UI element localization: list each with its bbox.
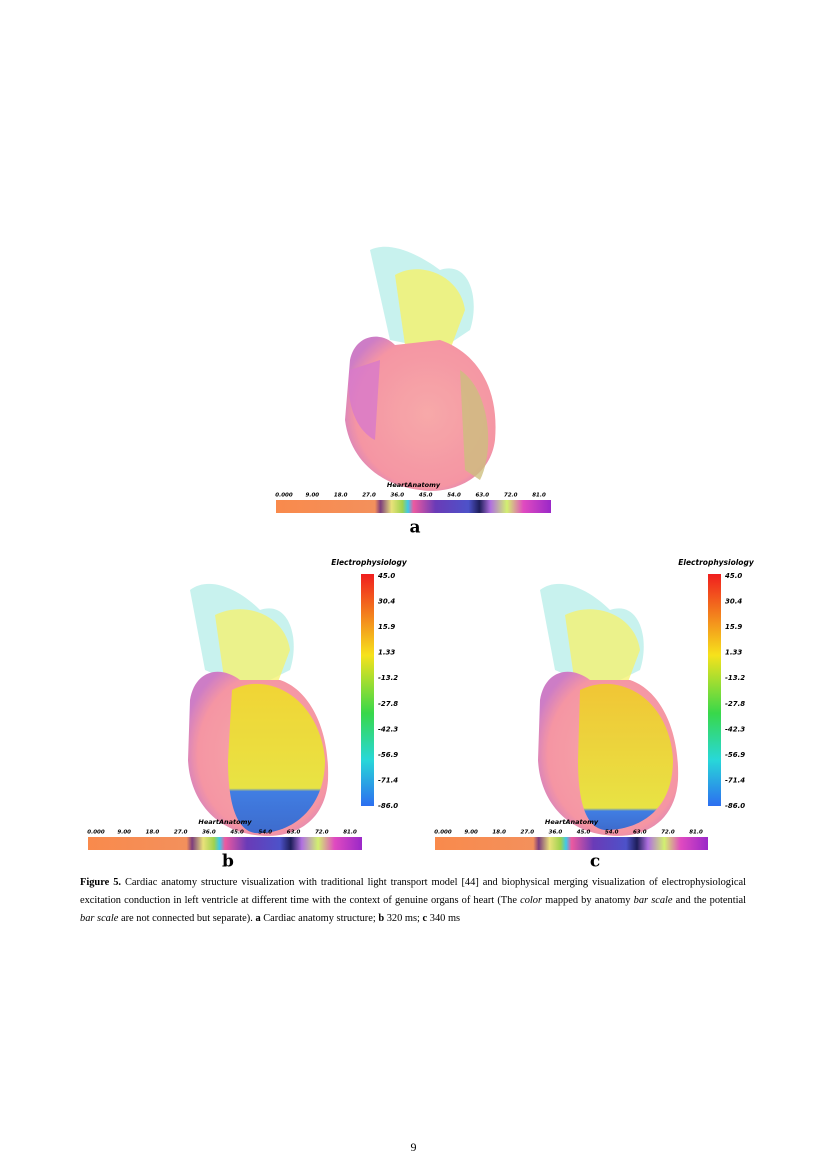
colorbar-tick-label: 63.0 (633, 830, 647, 836)
colorbar-tick-label: -13.2 (725, 674, 745, 682)
colorbar-tick-label: 0.000 (87, 830, 105, 836)
panel-label: c (590, 852, 600, 871)
colorbar-tick-label: 9.00 (464, 830, 478, 836)
colorbar (361, 574, 374, 806)
colorbar (708, 574, 721, 806)
colorbar-tick-label: -86.0 (725, 802, 745, 810)
heart-render (188, 583, 329, 836)
colorbar-tick-label: 81.0 (532, 493, 546, 499)
colorbar (276, 500, 551, 513)
colorbar-tick-label: 9.00 (117, 830, 131, 836)
figure: HeartAnatomy 0.000 9.00 18.0 27.0 36.0 45.0 54.… (87, 246, 755, 871)
colorbar-tick-label: 30.4 (725, 598, 742, 606)
colorbar-tick-label: 1.33 (725, 649, 742, 657)
colorbar-tick-label: -56.9 (725, 751, 745, 759)
colorbar-tick-label: -86.0 (378, 802, 398, 810)
colorbar-tick-label: 63.0 (287, 830, 301, 836)
colorbar-tick-label: 72.0 (315, 830, 329, 836)
colorbar-tick-label: 0.000 (275, 493, 293, 499)
caption-text: 320 ms; (384, 913, 423, 924)
colorbar-tick-label: 54.0 (605, 830, 619, 836)
panel-label: a (409, 518, 420, 538)
panel-label: b (222, 852, 234, 871)
caption-text: c (422, 913, 428, 924)
caption-text: bar scale (633, 895, 673, 906)
colorbar-tick-label: 45.0 (419, 493, 433, 499)
caption-text: bar scale (80, 913, 119, 924)
caption-text: are not connected but separate). (118, 913, 256, 924)
heart-render (538, 583, 679, 836)
colorbar-tick-label: -71.4 (378, 776, 398, 784)
colorbar-title: HeartAnatomy (545, 818, 599, 826)
colorbar-title: HeartAnatomy (387, 481, 441, 489)
colorbar-tick-label: 18.0 (334, 493, 348, 499)
colorbar-tick-label: 27.0 (174, 830, 188, 836)
caption-text: 340 ms (427, 913, 461, 924)
colorbar-tick-label: 72.0 (661, 830, 675, 836)
colorbar-tick-label: 72.0 (504, 493, 518, 499)
figure-caption: Figure 5. Cardiac anatomy structure visu… (80, 874, 746, 928)
colorbar-tick-label: 18.0 (492, 830, 506, 836)
colorbar-tick-label: 63.0 (476, 493, 490, 499)
colorbar-tick-label: 9.00 (306, 493, 320, 499)
caption-text: and the potential (672, 895, 747, 906)
colorbar-tick-label: -27.8 (725, 700, 745, 708)
colorbar-tick-label: -56.9 (378, 751, 398, 759)
colorbar-tick-label: 81.0 (343, 830, 357, 836)
page-number: 9 (410, 1140, 417, 1154)
colorbar-tick-label: 1.33 (378, 649, 395, 657)
caption-text: mapped by anatomy (542, 895, 634, 906)
colorbar (435, 837, 708, 850)
colorbar-tick-label: 30.4 (378, 598, 395, 606)
colorbar-tick-label: 45.0 (725, 572, 742, 580)
caption-text: Figure 5. (80, 877, 122, 888)
colorbar-tick-label: 18.0 (146, 830, 160, 836)
colorbar-title: HeartAnatomy (198, 818, 252, 826)
colorbar-tick-label: 27.0 (362, 493, 376, 499)
caption-text: Cardiac anatomy structure; (260, 913, 379, 924)
colorbar-tick-label: -13.2 (378, 674, 398, 682)
colorbar (88, 837, 362, 850)
colorbar-tick-label: 36.0 (549, 830, 563, 836)
colorbar-tick-label: -27.8 (378, 700, 398, 708)
colorbar-tick-label: -42.3 (725, 725, 745, 733)
colorbar-tick-label: 54.0 (259, 830, 273, 836)
caption-text: color (520, 895, 543, 906)
colorbar-tick-label: -71.4 (725, 776, 745, 784)
colorbar-title: Electrophysiology (331, 558, 408, 567)
colorbar-tick-label: 15.9 (378, 623, 395, 631)
caption-text: Cardiac anatomy structure visualization … (80, 877, 746, 906)
colorbar-tick-label: 81.0 (689, 830, 703, 836)
heart-render (345, 246, 496, 491)
colorbar-tick-label: 0.000 (434, 830, 452, 836)
colorbar-tick-label: -42.3 (378, 725, 398, 733)
colorbar-tick-label: 15.9 (725, 623, 742, 631)
colorbar-tick-label: 54.0 (447, 493, 461, 499)
colorbar-tick-label: 45.0 (230, 830, 244, 836)
colorbar-tick-label: 27.0 (521, 830, 535, 836)
colorbar-tick-label: 45.0 (378, 572, 395, 580)
caption-text: b (378, 913, 385, 924)
colorbar-tick-label: 36.0 (391, 493, 405, 499)
caption-text: a (255, 913, 261, 924)
colorbar-title: Electrophysiology (678, 558, 755, 567)
colorbar-tick-label: 45.0 (577, 830, 591, 836)
colorbar-tick-label: 36.0 (202, 830, 216, 836)
